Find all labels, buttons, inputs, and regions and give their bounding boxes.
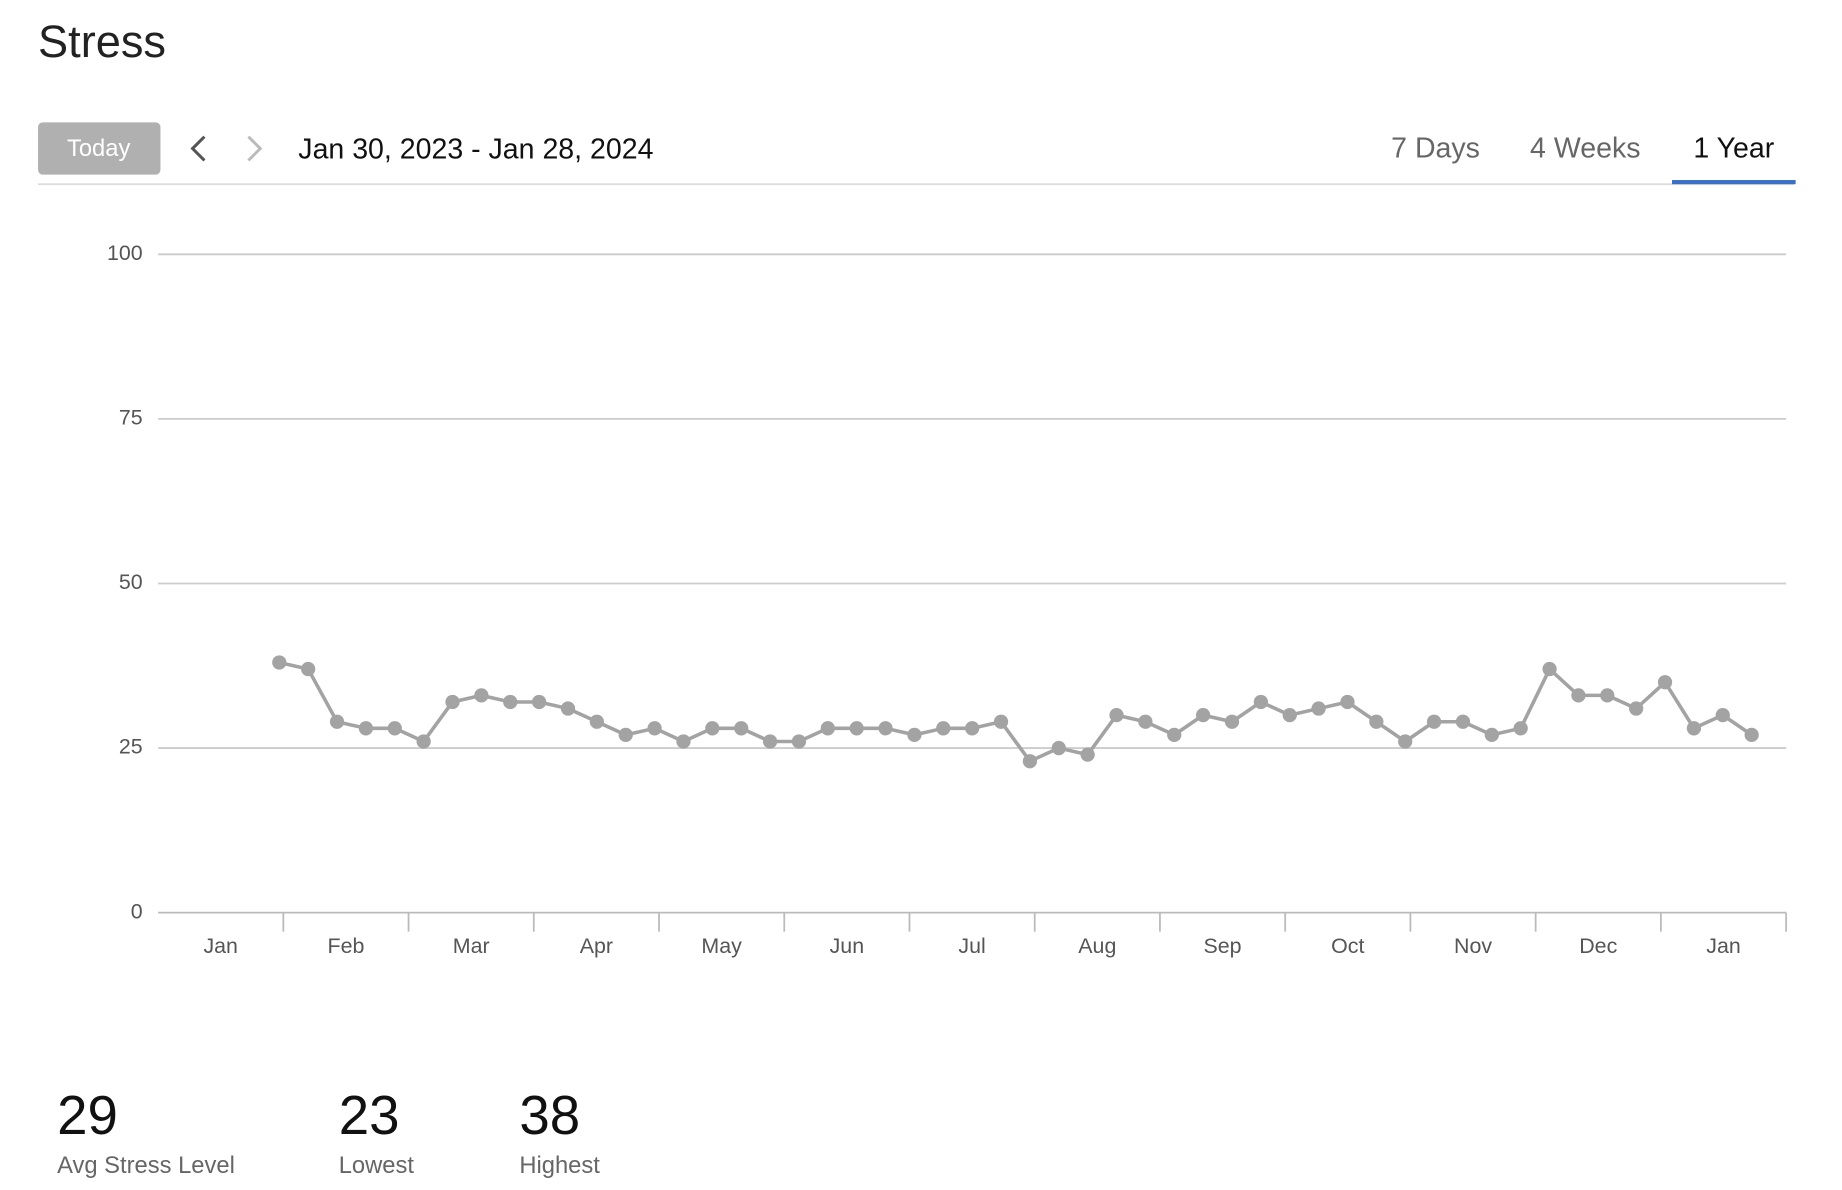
data-point	[1080, 747, 1095, 762]
data-point	[1253, 694, 1268, 710]
data-point	[1051, 740, 1066, 756]
data-point	[416, 734, 431, 749]
stat-label: Lowest	[339, 1152, 415, 1179]
x-tick-label: Oct	[1331, 934, 1364, 958]
data-point	[1398, 734, 1413, 749]
data-point	[676, 734, 691, 749]
x-tick-label: Dec	[1579, 934, 1617, 958]
data-point	[358, 721, 374, 736]
y-tick-label: 75	[119, 406, 143, 430]
x-tick-label: May	[701, 934, 742, 958]
x-tick-label: Jul	[958, 934, 985, 958]
range-tab[interactable]: 7 Days	[1391, 132, 1480, 164]
x-tick-label: Sep	[1204, 934, 1242, 958]
data-point	[589, 714, 604, 729]
data-point	[878, 721, 893, 736]
data-point	[1629, 701, 1644, 716]
data-point	[272, 655, 287, 670]
data-point	[820, 721, 835, 736]
x-tick-label: Jan	[1706, 934, 1740, 958]
y-tick-label: 0	[131, 899, 143, 923]
data-point	[1167, 727, 1182, 743]
data-point	[965, 721, 980, 736]
next-button[interactable]	[247, 135, 263, 162]
data-point	[301, 661, 316, 677]
data-point	[1744, 727, 1759, 743]
stat-label: Highest	[519, 1152, 600, 1179]
x-tick-label: Apr	[580, 934, 613, 958]
data-point	[1369, 714, 1384, 729]
data-point	[1022, 754, 1038, 769]
data-point	[445, 694, 460, 710]
data-point	[531, 694, 547, 710]
data-point	[647, 721, 662, 736]
active-tab-indicator	[1672, 180, 1796, 185]
x-tick-label: Jun	[830, 934, 864, 958]
data-point	[387, 721, 402, 736]
data-point	[1657, 675, 1673, 690]
data-point	[762, 734, 778, 749]
data-point	[1484, 727, 1499, 743]
data-point	[849, 721, 864, 736]
data-point	[1311, 701, 1326, 716]
data-point	[503, 694, 518, 710]
data-point	[791, 734, 807, 749]
prev-button[interactable]	[190, 135, 206, 162]
data-point	[1571, 688, 1586, 703]
data-point	[936, 721, 951, 736]
x-tick-label: Aug	[1078, 934, 1116, 958]
today-button[interactable]	[38, 122, 161, 175]
x-tick-label: Feb	[328, 934, 365, 958]
data-point	[1513, 721, 1528, 736]
data-point	[1715, 708, 1730, 723]
data-point	[1426, 714, 1442, 729]
today-label[interactable]: Today	[67, 135, 130, 162]
data-point	[705, 721, 720, 736]
data-point	[1340, 694, 1355, 710]
date-range: Jan 30, 2023 - Jan 28, 2024	[298, 133, 653, 165]
data-point	[618, 727, 633, 743]
x-tick-label: Jan	[203, 934, 237, 958]
data-point	[1455, 714, 1471, 729]
data-point	[1282, 708, 1297, 723]
stat-value: 38	[519, 1085, 580, 1146]
data-point	[1224, 714, 1240, 729]
stat-value: 29	[57, 1085, 118, 1146]
data-point	[1138, 714, 1153, 729]
data-point	[1542, 661, 1557, 677]
data-point	[329, 714, 345, 729]
data-point	[1195, 708, 1211, 723]
range-tab[interactable]: 1 Year	[1693, 132, 1774, 164]
y-tick-label: 100	[107, 241, 143, 265]
stat-value: 23	[339, 1085, 400, 1146]
data-point	[1600, 688, 1615, 703]
y-tick-label: 25	[119, 735, 143, 759]
y-tick-label: 50	[119, 570, 143, 594]
data-point	[1109, 708, 1124, 723]
page-title: Stress	[38, 16, 166, 67]
data-point	[560, 701, 576, 716]
data-point	[1686, 721, 1702, 736]
stress-line	[278, 660, 1753, 764]
x-tick-label: Nov	[1454, 934, 1492, 958]
data-point	[734, 721, 749, 736]
data-point	[474, 688, 489, 703]
range-tab[interactable]: 4 Weeks	[1530, 132, 1640, 164]
stat-label: Avg Stress Level	[57, 1152, 235, 1179]
data-point	[907, 727, 922, 743]
x-tick-label: Mar	[453, 934, 490, 958]
data-point	[993, 714, 1009, 729]
